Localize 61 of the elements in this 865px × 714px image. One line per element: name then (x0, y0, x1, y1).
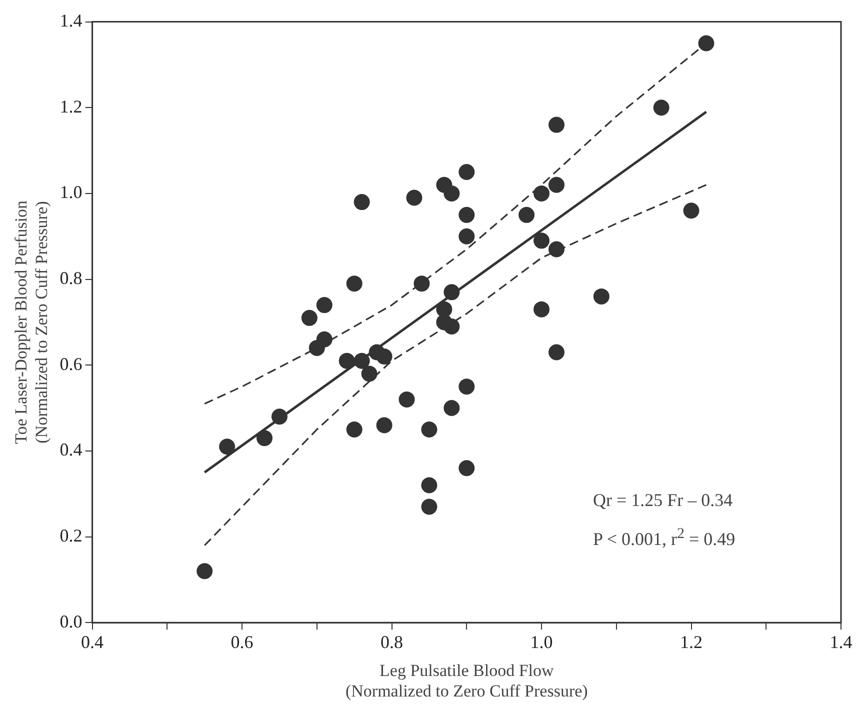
point (593, 288, 610, 304)
y-tick-label: 1.4 (60, 10, 82, 31)
point (316, 297, 332, 314)
annotation: Qr = 1.25 Fr – 0.34 (593, 489, 734, 512)
point (444, 185, 460, 202)
point (421, 477, 438, 494)
y-tick-label: 1.2 (60, 96, 82, 116)
point (458, 460, 475, 476)
point (271, 408, 288, 425)
point (376, 348, 392, 365)
point (421, 421, 438, 438)
point (398, 391, 415, 408)
point (458, 206, 475, 223)
y-tick-label: 0.0 (60, 611, 82, 632)
point (458, 164, 475, 180)
point (346, 421, 362, 438)
point (458, 378, 475, 395)
point (534, 185, 550, 202)
point (444, 400, 460, 416)
point (548, 241, 564, 258)
x-tick-label: 0.8 (380, 632, 404, 652)
point (406, 190, 422, 206)
y-tick-label: 1.0 (60, 182, 82, 202)
point (444, 284, 460, 300)
y-tick-label: 0.6 (60, 354, 82, 374)
point (361, 366, 378, 382)
point (548, 176, 564, 193)
point (683, 202, 700, 219)
x-axis-title: Leg Pulsatile Blood Flow (Normalized to Zero Cuff Pressure) (345, 660, 588, 700)
point (346, 276, 362, 292)
point (316, 331, 332, 348)
point (548, 116, 564, 133)
point (376, 417, 392, 434)
y-axis-title: Toe Laser-Doppler Blood Perfusion (Normalized to Zero Cuff Pressure) (12, 200, 52, 444)
x-tick-label: 1.2 (680, 632, 703, 652)
point (354, 194, 370, 210)
x-tick-label: 1.4 (830, 632, 852, 652)
point (256, 430, 272, 446)
point (534, 232, 550, 249)
point (414, 276, 430, 292)
point (338, 352, 355, 369)
point (698, 35, 714, 52)
x-tick-label: 0.4 (81, 632, 104, 652)
point (219, 438, 236, 455)
point (354, 352, 370, 369)
y-tick-label: 0.4 (60, 440, 82, 460)
x-tick-label: 0.6 (230, 632, 254, 652)
point (301, 310, 318, 326)
x-tick-label: 1.0 (530, 632, 553, 652)
point (548, 344, 564, 360)
y-tick-label: 0.2 (60, 526, 82, 546)
point (444, 318, 460, 334)
point (421, 498, 438, 515)
point (458, 228, 475, 244)
annotation: P < 0.001, r$^{2}$ = 0.49 (593, 525, 736, 551)
y-tick-label: 0.8 (60, 268, 82, 288)
point (534, 301, 550, 318)
point (436, 301, 452, 318)
point (196, 563, 213, 580)
point (518, 206, 535, 223)
point (653, 100, 670, 116)
